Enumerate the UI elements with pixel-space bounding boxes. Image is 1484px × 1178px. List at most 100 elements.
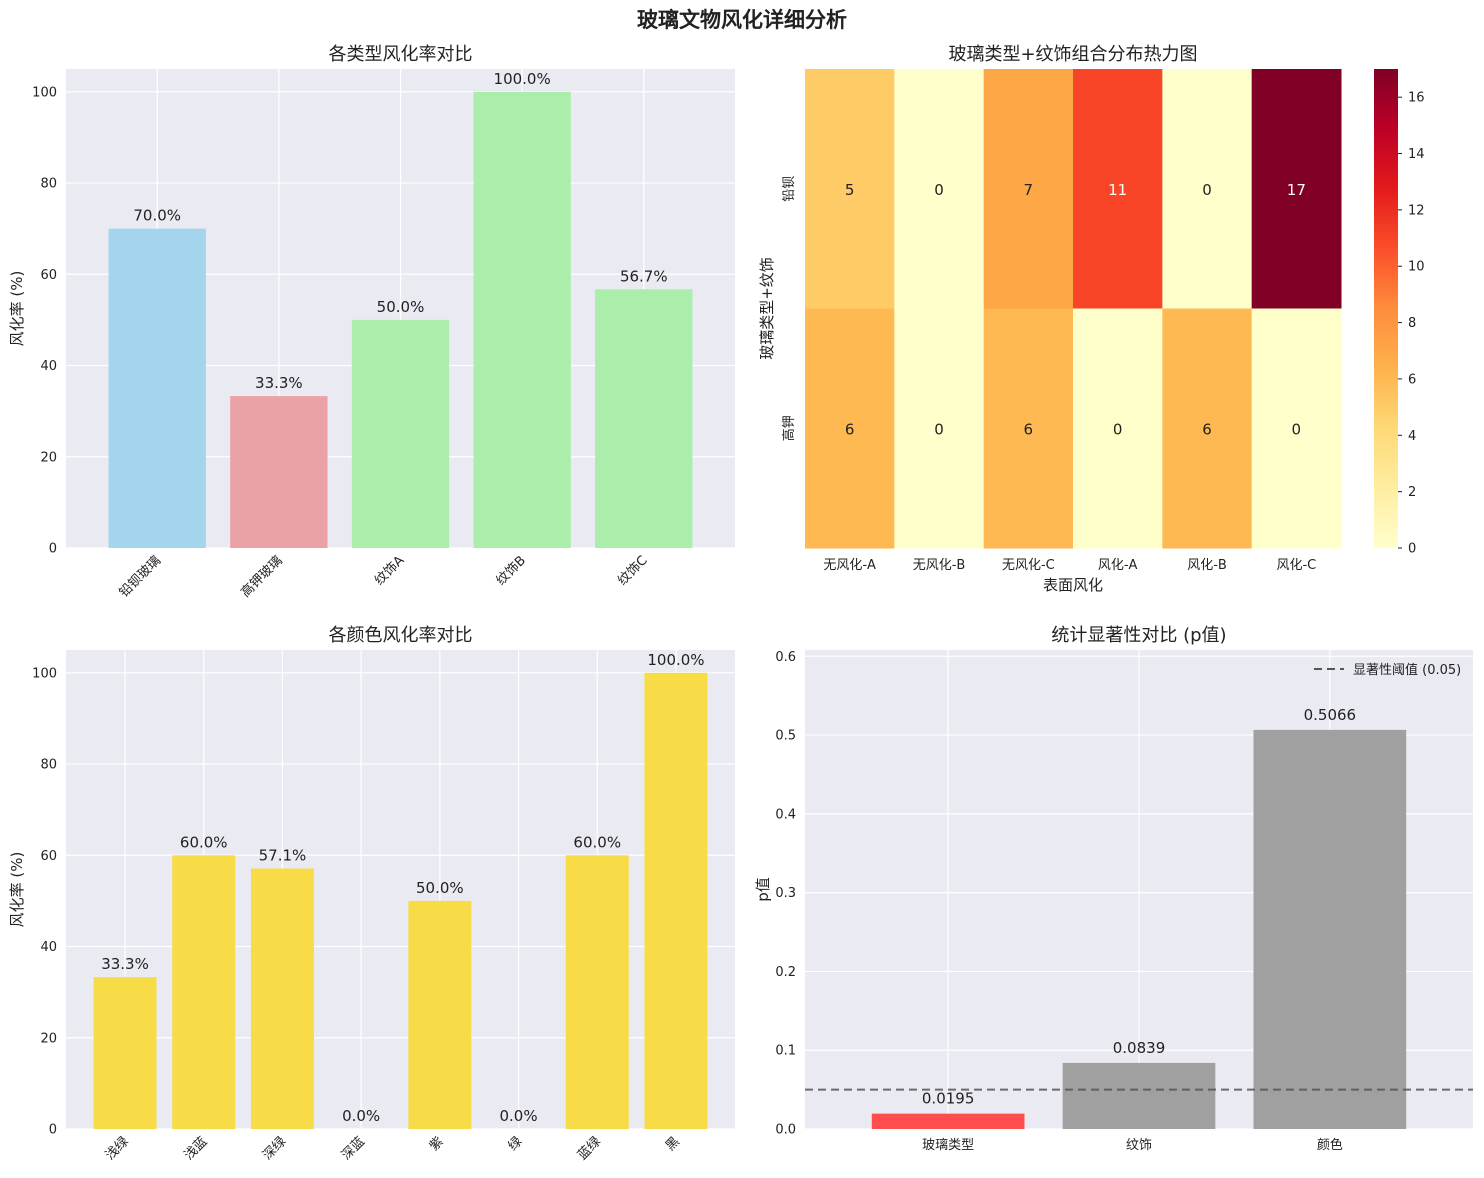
x-tick-label: 风化-B <box>1187 558 1227 573</box>
bar-value-label: 56.7% <box>620 267 668 285</box>
bar-value-label: 0.0839 <box>1113 1039 1166 1057</box>
bar <box>108 228 206 548</box>
x-tick-label: 纹饰C <box>615 553 650 588</box>
bar <box>1253 729 1407 1129</box>
heatmap-value: 0 <box>1292 420 1302 438</box>
heatmap-cell <box>805 69 895 309</box>
y-tick-label: 60 <box>40 268 57 283</box>
y-tick-label: 0.3 <box>775 886 796 901</box>
y-axis-label: 风化率 (%) <box>8 852 26 928</box>
heatmap-cell <box>1162 308 1253 549</box>
y-tick-label: 0 <box>49 542 57 557</box>
heatmap-value: 6 <box>1202 420 1212 438</box>
y-tick-label: 0.6 <box>775 650 796 665</box>
bar-value-label: 100.0% <box>494 70 551 88</box>
chart-title: 各颜色风化率对比 <box>329 625 473 646</box>
bar <box>871 1113 1025 1129</box>
x-axis-label: 表面风化 <box>1043 576 1103 594</box>
heatmap-cell <box>805 308 895 549</box>
x-tick-label: 高钾玻璃 <box>238 553 286 601</box>
bar-value-label: 0.0% <box>342 1107 380 1125</box>
x-tick-label: 无风化-A <box>823 558 876 573</box>
y-tick-label: 0 <box>49 1123 57 1138</box>
y-axis-label: p值 <box>754 877 772 902</box>
significance-chart: 0.0 0.1 0.2 0.3 0.4 0.5 0.6 0.0195 玻璃类型 0.0839 纹饰 0… <box>754 625 1473 1153</box>
x-tick-label: 无风化-B <box>913 558 966 573</box>
heatmap-value: 7 <box>1024 181 1034 199</box>
bar <box>565 855 629 1129</box>
bar-value-label: 57.1% <box>259 847 307 865</box>
y-tick-label: 60 <box>40 849 57 864</box>
bar-value-label: 60.0% <box>180 833 228 851</box>
x-tick-label: 风化-C <box>1276 558 1316 573</box>
plot-area <box>66 650 735 1129</box>
bar <box>172 855 236 1129</box>
y-tick-label: 40 <box>40 359 57 374</box>
x-tick-label: 绿 <box>506 1134 526 1154</box>
heatmap-value: 5 <box>845 181 855 199</box>
color-weathering-chart: 0 20 40 60 80 100 33.3% 浅绿 60.0% 浅蓝 57.1% 深绿 0.0% 深蓝 5… <box>8 625 735 1163</box>
x-tick-label: 蓝绿 <box>575 1134 604 1163</box>
bar-value-label: 0.0% <box>500 1107 538 1125</box>
heatmap-cell <box>983 308 1074 549</box>
bar <box>250 868 314 1129</box>
x-tick-label: 无风化-C <box>1002 558 1055 573</box>
heatmap-cell <box>983 69 1074 309</box>
chart-title: 玻璃类型+纹饰组合分布热力图 <box>948 44 1197 65</box>
y-tick-label: 80 <box>40 177 57 192</box>
bar <box>644 672 708 1129</box>
y-tick-label: 0.5 <box>775 729 796 744</box>
y-tick-label: 100 <box>32 85 57 100</box>
colorbar <box>1374 69 1398 548</box>
heatmap-cell <box>894 308 985 549</box>
chart-title: 统计显著性对比 (p值) <box>1051 625 1226 646</box>
heatmap-value: 11 <box>1108 181 1127 199</box>
bar-value-label: 33.3% <box>101 955 149 973</box>
y-tick-label: 20 <box>40 1031 57 1046</box>
bar-value-label: 0.5066 <box>1304 706 1357 724</box>
colorbar-tick-label: 6 <box>1408 372 1416 387</box>
bar-value-label: 33.3% <box>255 374 303 392</box>
colorbar-tick-label: 10 <box>1408 260 1425 275</box>
x-tick-label: 玻璃类型 <box>922 1138 974 1153</box>
bar-value-label: 100.0% <box>647 651 704 669</box>
bar <box>351 319 450 548</box>
heatmap-value: 0 <box>1113 420 1123 438</box>
x-tick-label: 纹饰 <box>1126 1138 1152 1153</box>
heatmap-cell <box>1162 69 1253 309</box>
colorbar-tick-label: 8 <box>1408 316 1416 331</box>
heatmap-value: 6 <box>845 420 855 438</box>
bar <box>595 289 693 548</box>
x-tick-label: 深蓝 <box>339 1134 368 1163</box>
x-tick-label: 风化-A <box>1098 558 1138 573</box>
bar <box>230 396 328 548</box>
heatmap-cell <box>1251 308 1342 549</box>
y-axis-label: 风化率 (%) <box>8 271 26 347</box>
bar <box>93 977 157 1129</box>
colorbar-tick-label: 12 <box>1408 203 1425 218</box>
x-tick-label: 颜色 <box>1317 1137 1343 1153</box>
colorbar-tick-label: 0 <box>1408 542 1416 557</box>
bar-value-label: 60.0% <box>573 833 621 851</box>
bar-value-label: 70.0% <box>133 207 181 225</box>
bar-value-label: 0.0195 <box>922 1090 975 1108</box>
x-tick-label: 黑 <box>663 1134 683 1154</box>
heatmap-cell <box>1251 69 1342 309</box>
heatmap-value: 0 <box>1202 181 1212 199</box>
heatmap-value: 0 <box>934 420 944 438</box>
colorbar-tick-label: 2 <box>1408 485 1416 500</box>
x-tick-label: 浅绿 <box>103 1134 132 1163</box>
x-tick-label: 纹饰B <box>494 553 529 588</box>
y-tick-label: 0.1 <box>775 1044 796 1059</box>
y-tick-label: 0.0 <box>775 1123 796 1138</box>
combination-heatmap: 5 0 7 11 0 17 6 0 6 0 6 0 无风化-A 无风化-B 无风化-C 风化-A 风化-B 风化-… <box>758 44 1425 594</box>
heatmap-value: 6 <box>1024 420 1034 438</box>
y-tick-label: 0.2 <box>775 965 796 980</box>
x-tick-label: 纹饰A <box>372 553 407 588</box>
x-tick-label: 紫 <box>427 1134 447 1154</box>
y-tick-label: 高钾 <box>781 415 797 441</box>
chart-title: 各类型风化率对比 <box>329 44 473 65</box>
heatmap-cell <box>894 69 985 309</box>
colorbar-tick-label: 4 <box>1408 429 1416 444</box>
